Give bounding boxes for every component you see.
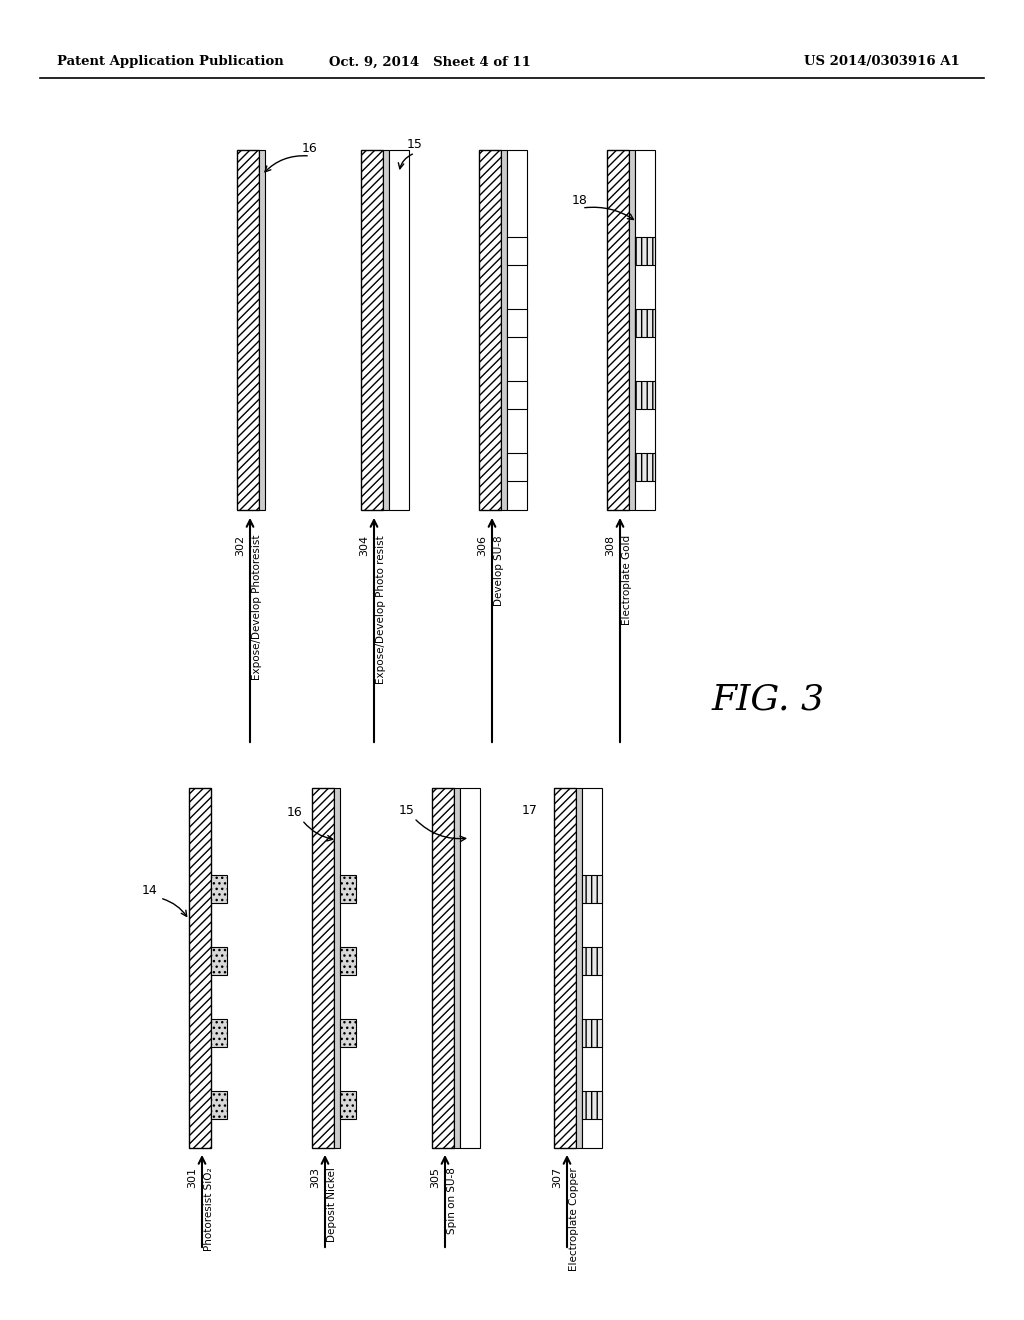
- Text: 307: 307: [552, 1167, 562, 1188]
- Bar: [383, 150, 389, 510]
- Bar: [454, 788, 460, 1148]
- Text: 304: 304: [359, 535, 369, 556]
- Text: 16: 16: [287, 805, 303, 818]
- Text: 14: 14: [142, 883, 158, 896]
- Bar: [340, 875, 356, 903]
- Text: Patent Application Publication: Patent Application Publication: [57, 55, 284, 69]
- Bar: [635, 453, 655, 482]
- Bar: [460, 788, 480, 1148]
- Text: Electroplate Gold: Electroplate Gold: [622, 535, 632, 626]
- Text: 305: 305: [430, 1167, 440, 1188]
- Text: Oct. 9, 2014   Sheet 4 of 11: Oct. 9, 2014 Sheet 4 of 11: [329, 55, 530, 69]
- Text: 18: 18: [572, 194, 588, 206]
- Bar: [211, 875, 227, 903]
- Bar: [507, 453, 527, 482]
- Text: 15: 15: [399, 804, 415, 817]
- Bar: [582, 948, 602, 975]
- Text: 306: 306: [477, 535, 487, 556]
- Text: Spin on SU-8: Spin on SU-8: [447, 1167, 457, 1234]
- Bar: [575, 788, 582, 1148]
- Bar: [635, 309, 655, 337]
- Bar: [340, 948, 356, 975]
- Bar: [507, 381, 527, 409]
- Text: US 2014/0303916 A1: US 2014/0303916 A1: [804, 55, 961, 69]
- Text: Expose/Develop Photoresist: Expose/Develop Photoresist: [252, 535, 262, 681]
- Text: Deposit Nickel: Deposit Nickel: [327, 1167, 337, 1242]
- Text: 301: 301: [187, 1167, 197, 1188]
- Text: Electroplate Copper: Electroplate Copper: [569, 1167, 579, 1271]
- Bar: [582, 788, 602, 1148]
- Bar: [211, 1019, 227, 1047]
- Bar: [189, 788, 211, 1148]
- Bar: [237, 150, 259, 510]
- Bar: [507, 238, 527, 265]
- Bar: [334, 788, 340, 1148]
- Bar: [259, 150, 265, 510]
- Bar: [389, 150, 409, 510]
- Bar: [582, 875, 602, 903]
- Bar: [340, 1019, 356, 1047]
- Bar: [629, 150, 635, 510]
- Bar: [432, 788, 454, 1148]
- Bar: [507, 150, 527, 510]
- Bar: [211, 1092, 227, 1119]
- Text: 15: 15: [408, 139, 423, 152]
- Bar: [479, 150, 501, 510]
- Text: Photoresist SiO₂: Photoresist SiO₂: [204, 1167, 214, 1250]
- Bar: [635, 381, 655, 409]
- Bar: [554, 788, 575, 1148]
- Bar: [582, 1092, 602, 1119]
- Bar: [607, 150, 629, 510]
- Text: 302: 302: [234, 535, 245, 556]
- Text: 16: 16: [302, 141, 317, 154]
- Bar: [361, 150, 383, 510]
- Bar: [312, 788, 334, 1148]
- Bar: [635, 150, 655, 510]
- Text: Develop SU-8: Develop SU-8: [494, 535, 504, 606]
- Bar: [635, 238, 655, 265]
- Text: Expose/Develop Photo resist: Expose/Develop Photo resist: [376, 535, 386, 684]
- Text: 303: 303: [310, 1167, 319, 1188]
- Bar: [211, 948, 227, 975]
- Bar: [501, 150, 507, 510]
- Bar: [507, 309, 527, 337]
- Text: 308: 308: [605, 535, 615, 556]
- Bar: [340, 1092, 356, 1119]
- Text: 17: 17: [522, 804, 538, 817]
- Bar: [582, 1019, 602, 1047]
- Text: FIG. 3: FIG. 3: [712, 682, 824, 717]
